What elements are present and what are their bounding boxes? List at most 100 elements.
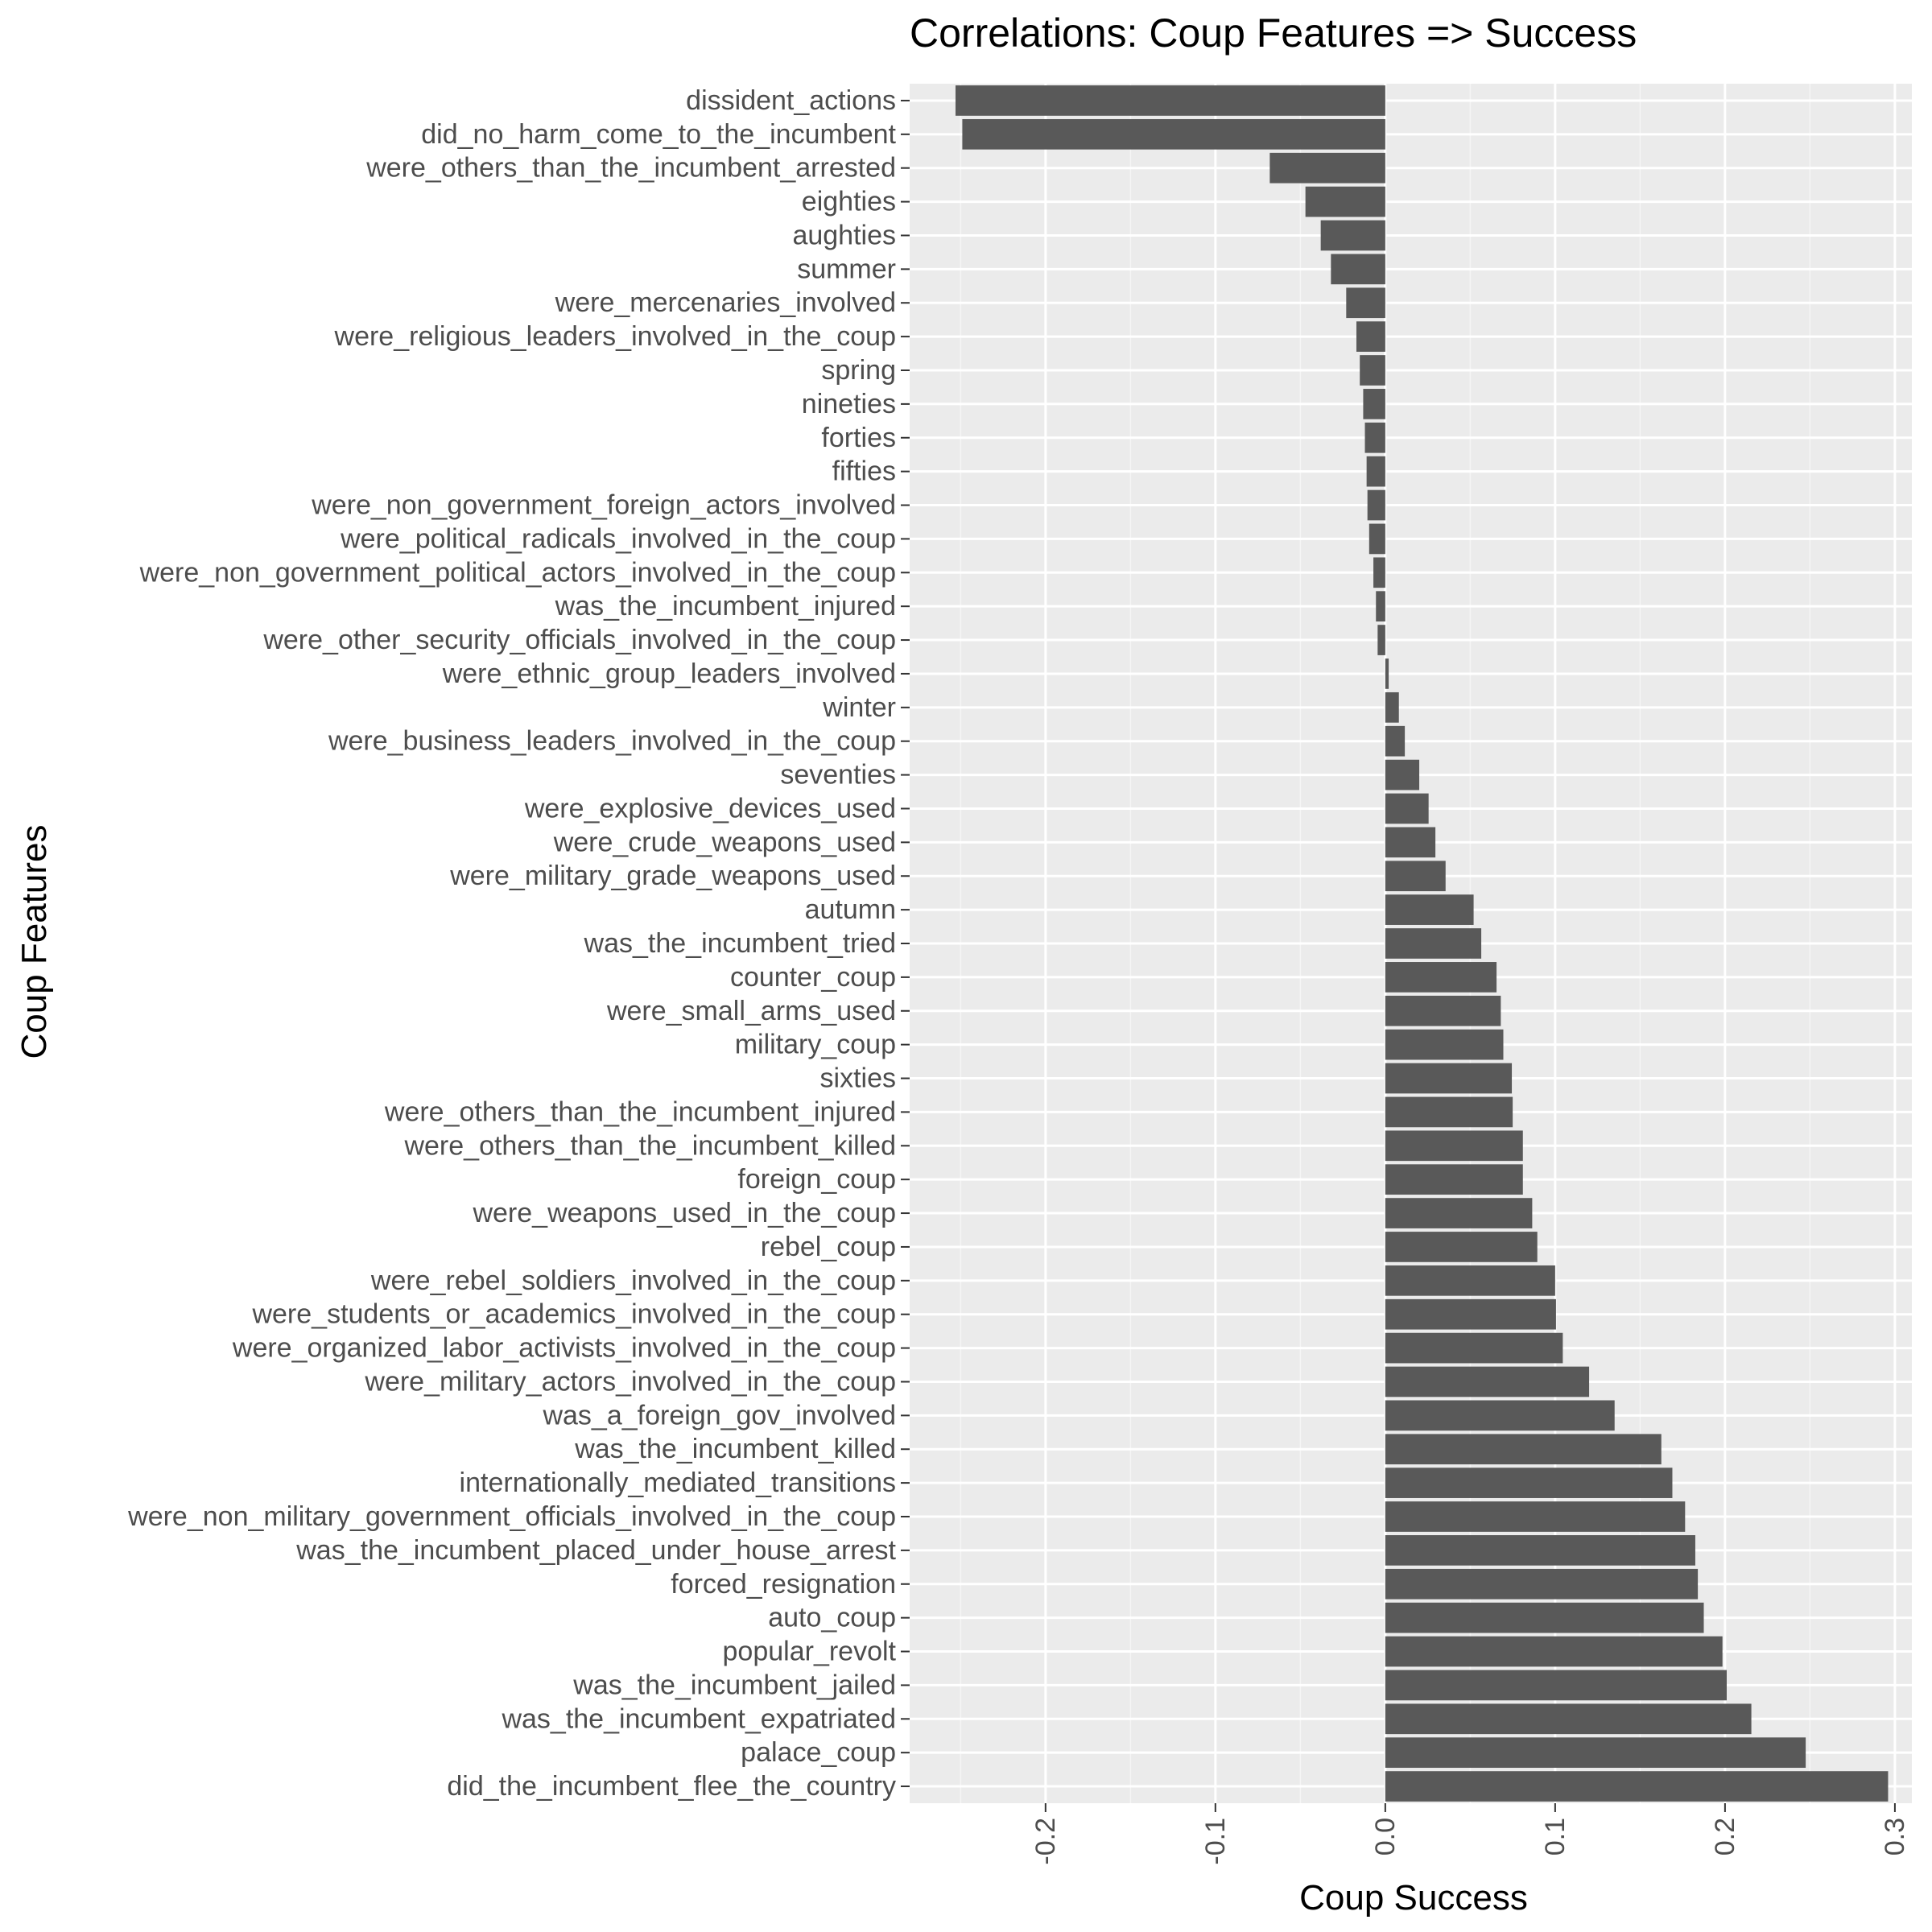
y-tick-label: were_business_leaders_involved_in_the_co… [328, 726, 896, 757]
bar [1385, 1298, 1556, 1330]
y-tick-label: fifties [832, 456, 896, 487]
bar [1385, 1232, 1538, 1262]
y-tick-label: were_others_than_the_incumbent_arrested [365, 153, 896, 184]
y-tick-label: eighties [802, 187, 896, 217]
bar [1385, 1029, 1504, 1060]
y-tick-label: aughties [792, 220, 896, 250]
y-tick-label: military_coup [735, 1030, 896, 1060]
bar [955, 85, 1385, 116]
y-tick-label: nineties [802, 389, 896, 419]
y-tick-label: were_others_than_the_incumbent_injured [384, 1096, 896, 1127]
y-tick-label: were_other_security_officials_involved_i… [262, 625, 896, 655]
bar [1385, 1265, 1555, 1296]
bar [1364, 422, 1385, 453]
x-tick-label: 0.0 [1370, 1818, 1401, 1856]
bar [1269, 152, 1385, 184]
y-tick-label: were_political_radicals_involved_in_the_… [340, 523, 896, 554]
y-tick-label: dissident_actions [686, 85, 896, 116]
y-tick-label: were_crude_weapons_used [553, 827, 896, 857]
y-tick-label: auto_coup [768, 1603, 896, 1633]
y-tick-label: was_the_incumbent_killed [574, 1434, 896, 1464]
y-tick-label: were_non_government_foreign_actors_invol… [311, 490, 896, 521]
y-tick-label: was_a_foreign_gov_involved [542, 1400, 896, 1430]
y-tick-label: did_the_incumbent_flee_the_country [447, 1771, 896, 1802]
y-tick-label: spring [821, 355, 896, 386]
bar [1385, 1400, 1615, 1431]
bar [1385, 928, 1482, 959]
bar [1385, 759, 1420, 791]
bar [1385, 1670, 1727, 1701]
bar [1385, 1434, 1662, 1465]
bar [1367, 489, 1385, 521]
bar [1385, 995, 1501, 1026]
bar [1385, 691, 1399, 723]
bar [1385, 962, 1497, 993]
y-tick-label: was_the_incumbent_injured [555, 591, 896, 621]
bar [1385, 1501, 1686, 1532]
bar [1305, 186, 1385, 217]
y-tick-label: was_the_incumbent_jailed [572, 1670, 896, 1700]
bar [1385, 1535, 1695, 1566]
y-tick-label: summer [797, 254, 896, 284]
y-tick-label: were_explosive_devices_used [524, 793, 896, 824]
bar [1385, 658, 1389, 689]
major-grid-lines [910, 84, 1912, 1803]
bar [1385, 1468, 1673, 1498]
bar [962, 118, 1385, 150]
y-tick-label: forties [821, 423, 896, 453]
y-tick-label: was_the_incumbent_expatriated [501, 1703, 896, 1734]
y-tick-label: rebel_coup [761, 1232, 896, 1262]
bar [1376, 591, 1385, 622]
bar [1356, 321, 1385, 352]
bar [1377, 625, 1385, 655]
bar [1385, 793, 1429, 824]
y-tick-label: internationally_mediated_transitions [460, 1468, 896, 1498]
y-tick-label: popular_revolt [723, 1637, 897, 1667]
x-tick-label: 0.1 [1540, 1818, 1571, 1856]
y-tick-label: were_military_grade_weapons_used [449, 861, 896, 891]
x-axis: -0.2 -0.1 0.0 0.1 0.2 0.3 [1030, 1803, 1910, 1865]
bar [1320, 220, 1385, 251]
y-tick-label: were_non_military_government_officials_i… [127, 1501, 896, 1532]
bar [1385, 1703, 1752, 1735]
y-tick-label: were_weapons_used_in_the_coup [472, 1198, 896, 1228]
y-tick-label: were_small_arms_used [606, 996, 896, 1026]
bar [1368, 523, 1385, 555]
bar [1360, 355, 1385, 386]
bar [1385, 1771, 1889, 1802]
y-tick-label: autumn [805, 894, 896, 925]
y-tick-label: were_students_or_academics_involved_in_t… [251, 1299, 896, 1330]
y-tick-label: did_no_harm_come_to_the_incumbent [421, 119, 896, 150]
bar [1385, 894, 1474, 925]
y-axis-title: Coup Features [14, 824, 54, 1059]
y-tick-label: forced_resignation [671, 1569, 896, 1600]
bar [1385, 1198, 1533, 1228]
bar [1385, 1636, 1723, 1667]
y-tick-label: sixties [820, 1063, 896, 1094]
y-tick-label: winter [822, 692, 896, 723]
y-tick-label: foreign_coup [737, 1164, 896, 1195]
y-tick-label: were_military_actors_involved_in_the_cou… [364, 1366, 896, 1397]
bar [1385, 1063, 1513, 1094]
bar [1385, 1737, 1806, 1769]
y-tick-label: were_non_government_political_actors_inv… [139, 557, 896, 588]
bar [1385, 1602, 1704, 1633]
bar [1373, 557, 1385, 588]
x-tick-label: 0.3 [1880, 1818, 1910, 1856]
bar [1385, 1130, 1523, 1162]
chart-title: Correlations: Coup Features => Success [910, 10, 1637, 56]
y-tick-label: counter_coup [730, 962, 896, 993]
bars-group [955, 85, 1889, 1802]
x-tick-label: -0.2 [1030, 1818, 1061, 1865]
y-tick-label: were_organized_labor_activists_involved_… [232, 1333, 896, 1364]
y-tick-label: were_others_than_the_incumbent_killed [403, 1130, 896, 1161]
y-tick-label: were_mercenaries_involved [555, 287, 896, 318]
bar [1385, 725, 1406, 757]
bar [1385, 1568, 1699, 1600]
bar [1346, 287, 1385, 319]
bar [1385, 1164, 1523, 1195]
bar [1385, 827, 1436, 858]
x-axis-title: Coup Success [1299, 1878, 1528, 1918]
bar [1385, 1366, 1590, 1397]
